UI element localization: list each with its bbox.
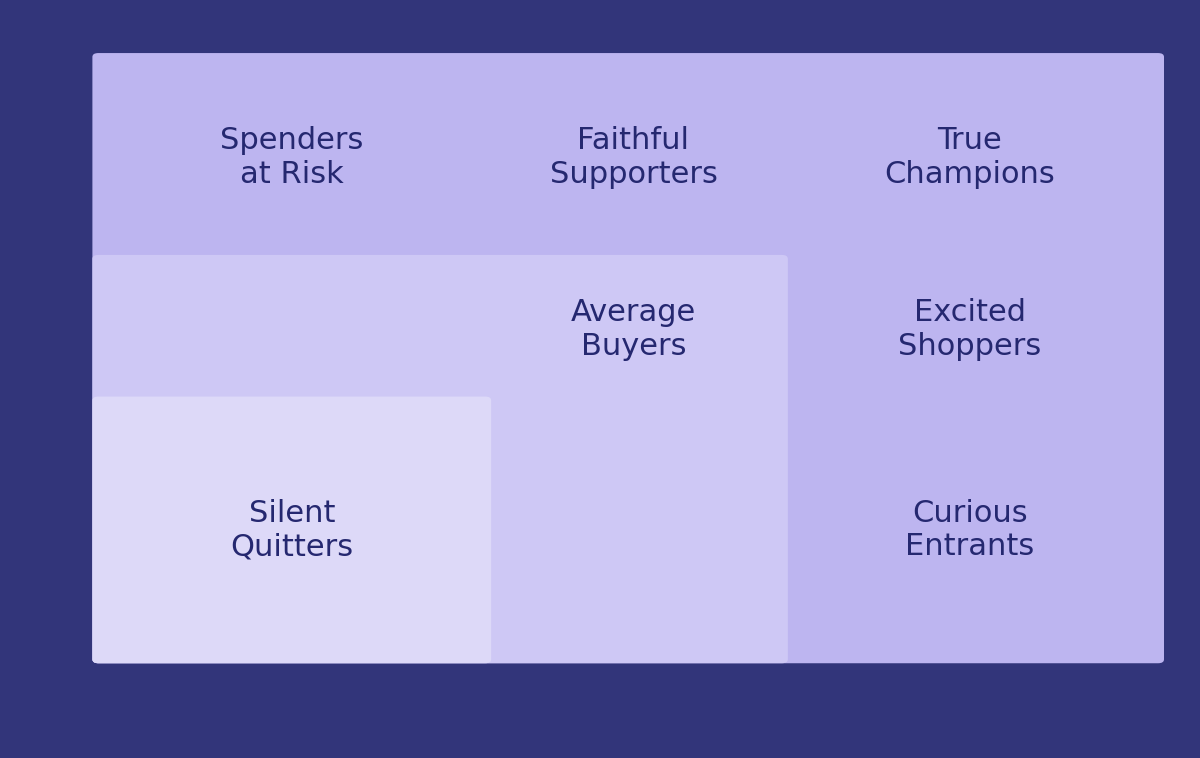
Text: Curious
Entrants: Curious Entrants bbox=[905, 499, 1034, 561]
Text: Faithful
Supporters: Faithful Supporters bbox=[550, 127, 718, 189]
FancyBboxPatch shape bbox=[92, 53, 1164, 663]
FancyBboxPatch shape bbox=[92, 255, 788, 663]
Text: Silent
Quitters: Silent Quitters bbox=[230, 499, 353, 561]
Text: Excited
Shoppers: Excited Shoppers bbox=[899, 298, 1042, 361]
FancyBboxPatch shape bbox=[92, 396, 491, 663]
Text: True
Champions: True Champions bbox=[884, 127, 1055, 189]
Text: Average
Buyers: Average Buyers bbox=[571, 298, 696, 361]
Text: Spenders
at Risk: Spenders at Risk bbox=[220, 127, 364, 189]
